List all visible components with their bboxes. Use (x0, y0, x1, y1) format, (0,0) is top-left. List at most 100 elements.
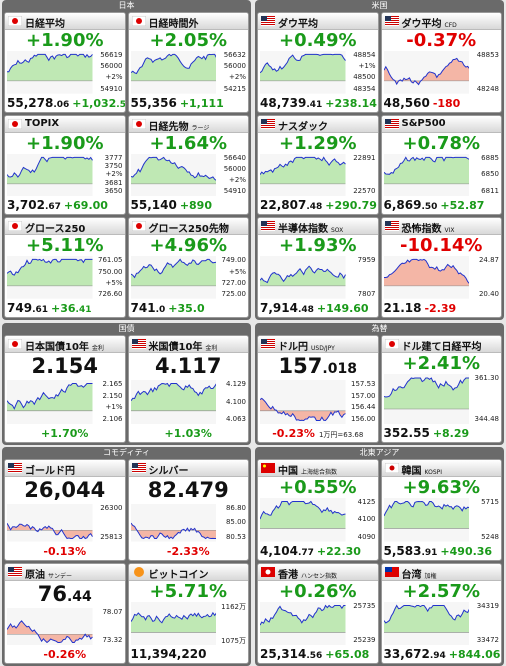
axis-label: +5% (228, 267, 247, 276)
axis-label: 85.00 (224, 518, 247, 527)
axis-label: 56619 (99, 51, 124, 59)
chart-line (383, 377, 469, 398)
market-tile[interactable]: 米国債10年 金利 4.129 4.100 4.063 4.117 +1.03% (127, 335, 249, 443)
market-tile[interactable]: シルバー 86.80 85.00 80.53 82.479 -2.33% (127, 459, 249, 561)
change: +8.29 (432, 427, 470, 440)
market-tile[interactable]: 原油 サンデー 78.07 73.32 76.44 -0.26% (4, 562, 126, 664)
section-title: 国債 (118, 324, 135, 333)
price-decimal: .91 (421, 547, 438, 558)
flag-stripe (261, 345, 275, 346)
change-percent: +0.55% (278, 477, 357, 498)
flag-stripe (131, 339, 146, 340)
market-tile[interactable]: 台湾 加権 34319 33472 +2.57% 33,672.94 +844.06 (380, 562, 502, 664)
chart-line (130, 611, 216, 623)
flag-stripe (384, 227, 399, 229)
chart-line (130, 156, 216, 181)
market-tile[interactable]: 中国 上海総合指数 4125 4100 4090 +0.55% 4,104.77 +22.30 (257, 459, 379, 561)
name-tag: 加権 (424, 572, 437, 580)
change-percent: +2.57% (402, 580, 481, 602)
flag-stripe (8, 463, 22, 464)
chart-fill (130, 259, 216, 287)
market-tile[interactable]: ドル建て日経平均 361.30 344.48 +2.41% 352.55 +8.29 (380, 335, 502, 443)
flag-icon (261, 339, 275, 349)
market-tile[interactable]: ナスダック 22891 22570 +1.29% 22,807.48 +290.79 (257, 114, 379, 216)
percent-text: -0.26% (43, 648, 87, 661)
market-tile[interactable]: 日本国債10年 金利 2.165 2.150 +1% 2.106 2.154 +1.70% (4, 335, 126, 443)
price-decimal: .0 (155, 304, 166, 315)
market-tile[interactable]: グロース250先物 749.00 +5% 727.00 725.00 +4.96% 741.… (127, 217, 249, 318)
axis-label: 4.100 (224, 397, 247, 406)
chart-fill (130, 383, 216, 411)
price-decimal: .77 (297, 547, 314, 558)
axis-label: 725.00 (220, 289, 247, 298)
flag-stripe (8, 465, 22, 466)
axis-label: +2% (104, 170, 124, 179)
market-tile[interactable]: ゴールド円 26300 25813 26,044 -0.13% (4, 459, 126, 561)
change-percent: +2.05% (149, 30, 228, 51)
flag-canton (384, 221, 391, 227)
price-decimal: .018 (322, 361, 357, 377)
market-tile[interactable]: 日経時間外 56632 56000 +2% 54215 +2.05% 55,356 +1,11… (127, 12, 249, 113)
change: +35.0 (168, 301, 205, 315)
axis-label: 20.40 (477, 289, 500, 298)
sparkline (130, 380, 216, 424)
sparkline (383, 153, 469, 197)
axis-label: 48354 (352, 84, 377, 93)
section-title: コモディティ (103, 448, 150, 457)
market-tile[interactable]: 香港 ハンセン指数 25735 25239 +0.26% 25,314.56 +65.08 (257, 562, 379, 664)
chart-line (7, 259, 93, 277)
flag-canton (261, 118, 267, 124)
flag-dot (12, 341, 18, 347)
market-tile[interactable]: グロース250 761.05 750.00 +5% 726.60 +5.11% 749.61… (4, 217, 126, 318)
flag-stripe (8, 574, 22, 576)
chart-line (383, 603, 469, 624)
tile-name: グロース250 (25, 220, 85, 235)
market-tile[interactable]: 半導体指数 SOX 7959 7807 +1.93% 7,914.48 +149.60 (257, 217, 379, 318)
tile-header: 米国債10年 金利 (128, 336, 248, 353)
percent-text: +1.03% (164, 427, 212, 440)
name-tag: 金利 (205, 345, 218, 352)
change-percent: -2.33% (129, 545, 249, 558)
change-percent: +0.78% (402, 132, 481, 154)
price: 33,672 (383, 647, 430, 661)
axis-label: 54215 (222, 84, 247, 93)
axis-label: +1% (357, 62, 377, 71)
price-row: 55,140 +890 (131, 198, 213, 212)
market-tile[interactable]: S&P500 6885 6850 6811 +0.78% 6,869.50 +52.87 (380, 114, 502, 216)
market-tile[interactable]: TOPIX 3777 3750 +2% 3681 3650 +1.90% 3,702.67 +6… (4, 114, 126, 216)
flag-canton (8, 463, 14, 468)
axis-label: 56632 (222, 51, 247, 59)
flag-stripe (384, 20, 399, 21)
market-tile[interactable]: ダウ平均 48854 +1% 48500 48354 +0.49% 48,739.41 +23… (257, 12, 379, 113)
market-tile[interactable]: 日経平均 56619 56000 +2% 54910 +1.90% 55,278.06 +1,… (4, 12, 126, 113)
chart-line (130, 522, 216, 540)
market-tile[interactable]: ドル円 USD/JPY 157.53 157.00 156.44 156.00 157.01… (257, 335, 379, 443)
flag-stripe (131, 467, 146, 468)
chart-fill (130, 157, 216, 184)
name-tag: VIX (444, 227, 455, 235)
flag-canton (261, 339, 267, 344)
market-tile[interactable]: ビットコイン 1162万 1075万 +5.71% 11,394,220 (127, 562, 249, 664)
name-text: ダウ平均 (401, 19, 442, 30)
market-tile[interactable]: 日経先物 ラージ 56640 56000 +2% 54910 +1.64% 55,140 +89… (127, 114, 249, 216)
flag-stripe (261, 229, 275, 231)
chart-fill (130, 612, 216, 632)
flag-icon (261, 16, 275, 26)
price-row: 4,104.77 +22.30 (260, 544, 361, 558)
name-text: S&P500 (401, 117, 446, 129)
price-row: 25,314.56 +65.08 (260, 647, 369, 661)
market-tile[interactable]: 恐怖指数 VIX 24.87 20.40 -10.14% 21.18 -2.39 (380, 217, 502, 318)
change: -2.39 (424, 301, 457, 315)
market-tile[interactable]: ダウ平均 CFD 48853 48248 -0.37% 48,560 -180 (380, 12, 502, 113)
axis-label: 56000 (222, 164, 247, 173)
change: +65.08 (325, 648, 370, 661)
axis-label: 48500 (352, 73, 377, 82)
axis-label: 54910 (222, 187, 247, 196)
price-decimal: .50 (421, 202, 438, 213)
section: 北東アジア 中国 上海総合指数 4125 4100 4090 +0.55% 4,104.77 +… (255, 447, 504, 666)
name-text: TOPIX (25, 117, 60, 129)
flag-stripe (261, 227, 275, 229)
market-tile[interactable]: 韓国 KOSPI 5715 5248 +9.63% 5,583.91 +490.36 (380, 459, 502, 561)
chart-line (383, 57, 469, 86)
